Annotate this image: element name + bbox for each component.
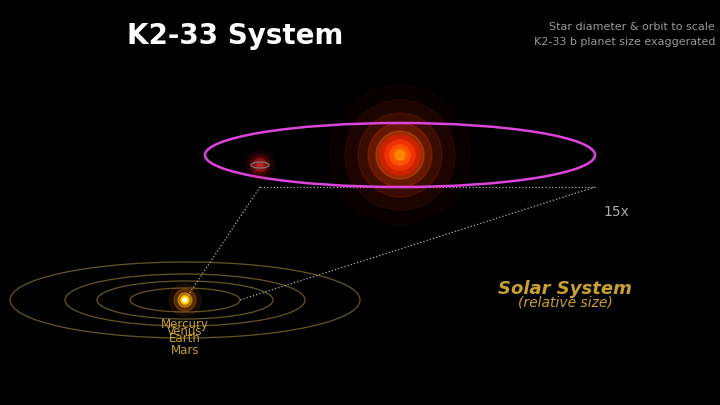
Circle shape bbox=[250, 155, 270, 175]
Circle shape bbox=[390, 145, 410, 165]
Circle shape bbox=[183, 298, 187, 302]
Circle shape bbox=[368, 123, 432, 187]
Circle shape bbox=[254, 159, 266, 171]
Circle shape bbox=[178, 293, 192, 307]
Circle shape bbox=[174, 289, 196, 311]
Circle shape bbox=[376, 131, 424, 179]
Text: 15x: 15x bbox=[603, 205, 629, 219]
Text: Mars: Mars bbox=[171, 344, 199, 357]
Text: Star diameter & orbit to scale
K2-33 b planet size exaggerated: Star diameter & orbit to scale K2-33 b p… bbox=[534, 22, 715, 47]
Text: Earth: Earth bbox=[169, 332, 201, 345]
Text: Mercury: Mercury bbox=[161, 318, 209, 331]
Text: (relative size): (relative size) bbox=[518, 296, 613, 310]
Circle shape bbox=[345, 100, 455, 210]
Text: Venus: Venus bbox=[167, 325, 203, 338]
Circle shape bbox=[395, 150, 405, 160]
Circle shape bbox=[253, 158, 267, 172]
Circle shape bbox=[358, 113, 442, 197]
Text: Solar System: Solar System bbox=[498, 280, 632, 298]
Circle shape bbox=[385, 140, 415, 170]
Circle shape bbox=[380, 135, 420, 175]
Circle shape bbox=[246, 151, 274, 179]
Circle shape bbox=[169, 284, 201, 316]
Circle shape bbox=[181, 296, 189, 304]
Text: K2-33 System: K2-33 System bbox=[127, 22, 343, 50]
Circle shape bbox=[257, 162, 263, 168]
